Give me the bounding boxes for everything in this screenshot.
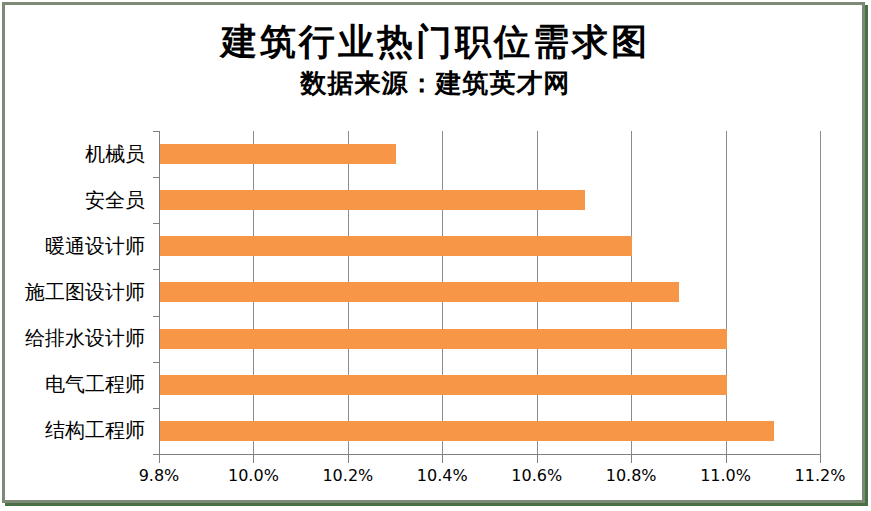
x-axis-tick xyxy=(537,455,538,463)
bar-安全员 xyxy=(160,190,585,210)
category-axis-labels: 机械员安全员暖通设计师施工图设计师给排水设计师电气工程师结构工程师 xyxy=(0,131,145,454)
x-axis-tick xyxy=(631,455,632,463)
category-label: 结构工程师 xyxy=(0,408,145,454)
bar-给排水设计师 xyxy=(160,329,727,349)
category-label: 给排水设计师 xyxy=(0,316,145,362)
bar-row xyxy=(160,177,821,223)
x-axis-tick xyxy=(726,455,727,463)
y-axis-tick xyxy=(153,316,159,317)
plot-area xyxy=(159,131,821,455)
x-axis-label: 10.4% xyxy=(417,466,468,485)
x-axis-label: 10.8% xyxy=(606,466,657,485)
x-axis-tick xyxy=(442,455,443,463)
x-axis-label: 10.0% xyxy=(228,466,279,485)
x-axis-tick xyxy=(820,455,821,463)
bar-电气工程师 xyxy=(160,375,727,395)
x-axis-tick xyxy=(348,455,349,463)
bar-row xyxy=(160,362,821,408)
y-axis-tick xyxy=(153,131,159,132)
bar-row xyxy=(160,408,821,454)
bar-暖通设计师 xyxy=(160,236,632,256)
x-axis-label: 9.8% xyxy=(139,466,180,485)
bar-row xyxy=(160,316,821,362)
y-axis-tick xyxy=(153,269,159,270)
x-axis-label: 10.2% xyxy=(322,466,373,485)
category-label: 安全员 xyxy=(0,177,145,223)
category-label: 机械员 xyxy=(0,131,145,177)
x-axis-tick xyxy=(159,455,160,463)
x-axis-label: 11.0% xyxy=(700,466,751,485)
x-axis-label: 11.2% xyxy=(795,466,846,485)
chart-canvas: 建筑行业热门职位需求图 数据来源：建筑英才网 机械员安全员暖通设计师施工图设计师… xyxy=(0,0,871,511)
category-label: 电气工程师 xyxy=(0,362,145,408)
x-axis-tick xyxy=(253,455,254,463)
bar-row xyxy=(160,223,821,269)
bar-施工图设计师 xyxy=(160,282,679,302)
bar-结构工程师 xyxy=(160,421,774,441)
chart-subtitle: 数据来源：建筑英才网 xyxy=(0,66,871,101)
category-label: 施工图设计师 xyxy=(0,269,145,315)
bar-row xyxy=(160,131,821,177)
bar-row xyxy=(160,269,821,315)
x-axis-label: 10.6% xyxy=(511,466,562,485)
y-axis-tick xyxy=(153,223,159,224)
value-axis-labels: 9.8%10.0%10.2%10.4%10.6%10.8%11.0%11.2% xyxy=(159,466,820,488)
category-label: 暖通设计师 xyxy=(0,223,145,269)
chart-title: 建筑行业热门职位需求图 xyxy=(0,18,871,67)
y-axis-tick xyxy=(153,177,159,178)
bar-机械员 xyxy=(160,144,396,164)
y-axis-tick xyxy=(153,408,159,409)
y-axis-tick xyxy=(153,362,159,363)
